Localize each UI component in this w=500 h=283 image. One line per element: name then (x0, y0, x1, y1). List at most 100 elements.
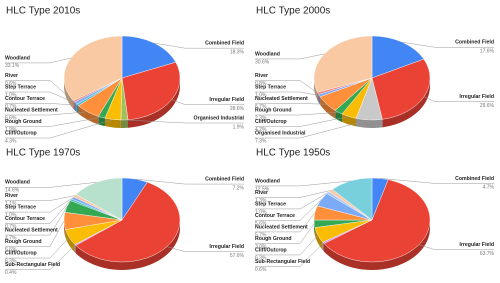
leader-line (5, 195, 75, 201)
leader-line (171, 99, 244, 105)
pie-side (76, 104, 79, 114)
leader-line (402, 41, 494, 48)
pie-slice (371, 35, 425, 79)
leader-line (5, 117, 102, 127)
slice-label: Cliff/Outcrop (255, 119, 287, 125)
slice-value: 6.7% (255, 104, 267, 110)
slice-label: Rough Ground (255, 236, 292, 242)
slice-label: Contour Terrace (255, 213, 295, 219)
slice-label: Step Terrace (5, 204, 36, 210)
slice-value: 29.6% (480, 103, 495, 109)
slice-value: 0.6% (5, 81, 17, 87)
pie-slice (323, 179, 431, 263)
pie-panel: HLC Type 2000s Woodland 30.6% River 0.8%Step… (255, 6, 495, 144)
slice-label: Nucleated Settlement (255, 224, 308, 230)
pie-side (73, 100, 75, 111)
slice-label: Irregular Field (459, 242, 494, 248)
slice-label: Nucleated Settlement (255, 96, 308, 102)
slice-value: 0.7% (5, 224, 17, 230)
slice-label: River (255, 190, 268, 196)
leader-line (255, 235, 319, 256)
slice-value: 28.6% (230, 106, 245, 112)
leader-line (134, 178, 244, 185)
slice-label: Irregular Field (209, 97, 244, 103)
pie-slice (75, 177, 123, 221)
pie-side (323, 220, 430, 270)
slice-value: 6.6% (5, 115, 17, 121)
slice-value: 17.6% (480, 49, 495, 55)
slice-value: 1.0% (5, 92, 17, 98)
slice-label: Rough Ground (5, 119, 42, 125)
leader-line (5, 237, 70, 259)
slice-value: 4.2% (255, 127, 267, 133)
leader-line (5, 111, 88, 116)
pie-side (322, 242, 324, 252)
leader-line (5, 182, 97, 188)
leader-line (255, 212, 316, 233)
leader-line (255, 112, 339, 116)
slice-label: Combined Field (205, 41, 244, 47)
slice-label: Nucleated Settlement (5, 227, 58, 233)
leader-line (255, 119, 370, 139)
slice-value: 1.3% (255, 198, 267, 204)
leader-line (423, 96, 494, 103)
slice-label: Woodland (255, 51, 280, 57)
slice-label: Rough Ground (5, 239, 42, 245)
slice-label: Organised Industrial (255, 130, 306, 136)
leader-line (418, 244, 494, 250)
slice-value: 0.7% (5, 104, 17, 110)
slice-label: Step Terrace (5, 84, 36, 90)
slice-value: 3.0% (255, 244, 267, 250)
pie-panel: HLC Type 1950s Woodland 12.5%River 1.3%Step… (255, 148, 495, 273)
slice-value: 7.3% (255, 138, 267, 144)
slice-value: 18.3% (230, 49, 245, 55)
pie-panel: HLC Type 2010s Woodland 33.1% River 0.6%Step… (5, 6, 245, 144)
leader-line (380, 178, 494, 184)
pie-side (75, 220, 180, 270)
slice-label: Organised Industrial (194, 115, 245, 121)
leader-line (124, 119, 244, 124)
pie-slice (371, 58, 431, 120)
slice-value: 1.0% (5, 212, 17, 218)
slice-value: 4.7% (5, 235, 17, 241)
chart-title: HLC Type 2010s (6, 6, 80, 17)
leader-line (166, 246, 244, 252)
leader-line (5, 206, 68, 236)
slice-label: Nucleated Settlement (5, 107, 58, 113)
slice-value: 30.6% (255, 59, 270, 65)
slice-label: Sub-Rectangular Field (5, 262, 60, 268)
slice-label: Cliff/Outcrop (5, 250, 37, 256)
leader-line (5, 197, 73, 213)
slice-value: 1.0% (255, 209, 267, 215)
leader-line (255, 223, 315, 244)
leader-line (255, 190, 331, 198)
slice-label: Rough Ground (255, 107, 292, 113)
slice-value: 0.6% (255, 267, 267, 273)
leader-line (255, 192, 329, 210)
slice-value: 5.7% (255, 232, 267, 238)
slice-value: 0.4% (5, 270, 17, 276)
slice-label: Cliff/Outcrop (255, 247, 287, 253)
slice-label: Step Terrace (255, 201, 286, 207)
slice-value: 6.3% (5, 258, 17, 264)
pie-slice (121, 61, 181, 120)
slice-value: 57.6% (230, 253, 245, 259)
leader-line (5, 220, 65, 247)
pie-side (128, 78, 180, 128)
slice-value: 1.1% (5, 201, 17, 207)
slice-label: Irregular Field (459, 94, 494, 100)
slice-value: 6.3% (255, 255, 267, 261)
slice-value: 1.9% (5, 127, 17, 133)
pie-side (64, 220, 66, 238)
pie-side (356, 118, 383, 129)
slice-value: 12.5% (255, 186, 270, 192)
slice-label: River (5, 73, 18, 79)
pie-slice (332, 177, 373, 221)
slice-value: 4.3% (5, 138, 17, 144)
slice-value: 0.8% (255, 81, 267, 87)
slice-value: 14.6% (5, 188, 20, 194)
leader-line (255, 91, 320, 96)
slice-value: 1.0% (255, 92, 267, 98)
slice-label: Combined Field (455, 176, 494, 182)
slice-label: Irregular Field (209, 244, 244, 250)
